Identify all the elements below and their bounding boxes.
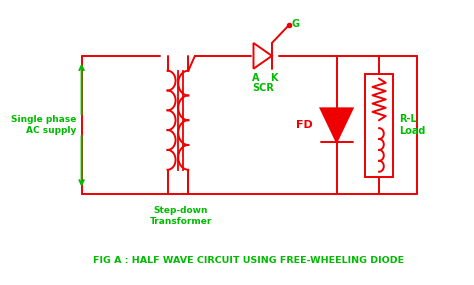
Text: FIG A : HALF WAVE CIRCUIT USING FREE-WHEELING DIODE: FIG A : HALF WAVE CIRCUIT USING FREE-WHE… (93, 256, 404, 265)
Text: G: G (292, 19, 300, 29)
Polygon shape (320, 108, 353, 142)
Text: R-L
Load: R-L Load (399, 114, 425, 136)
Text: Single phase
AC supply: Single phase AC supply (10, 115, 76, 135)
Text: K: K (270, 73, 278, 83)
Text: A: A (252, 73, 259, 83)
Text: Step-down
Transformer: Step-down Transformer (150, 206, 212, 226)
Text: SCR: SCR (253, 83, 274, 93)
Text: FD: FD (296, 120, 313, 130)
Bar (365, 74, 393, 177)
